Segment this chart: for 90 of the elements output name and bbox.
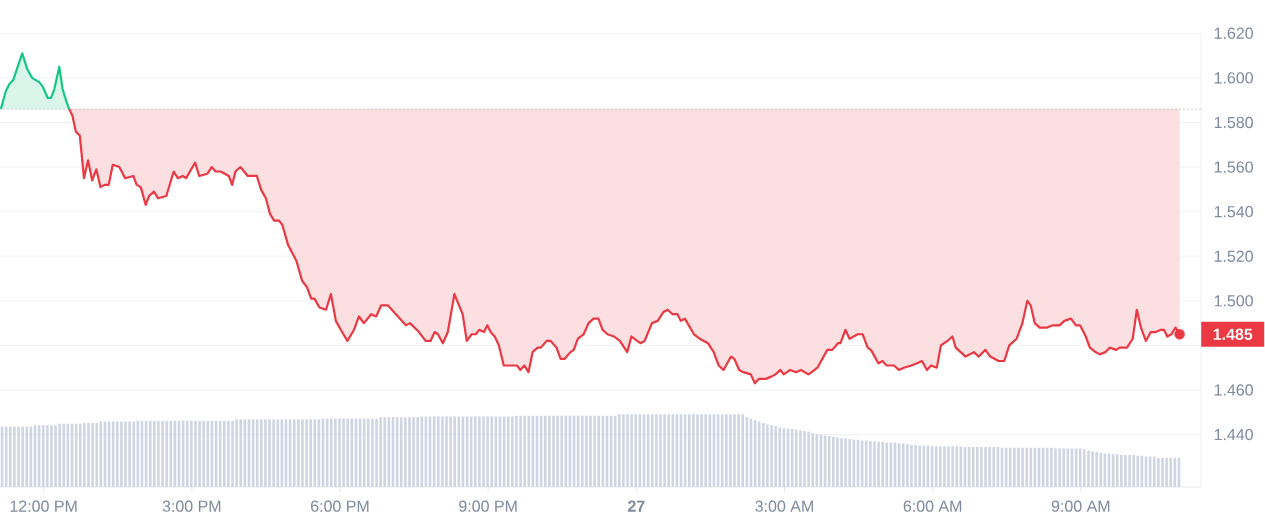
bar xyxy=(169,420,173,487)
x-tick-label: 6:00 AM xyxy=(903,500,962,512)
bar xyxy=(901,443,905,487)
bar xyxy=(803,431,806,487)
bar xyxy=(778,427,782,487)
annotation: 1.485 xyxy=(1213,328,1253,340)
bar xyxy=(864,440,868,487)
bar xyxy=(482,416,485,487)
y-tick-label: 1.620 xyxy=(1214,27,1253,39)
bar xyxy=(292,419,296,487)
x-tick-label: 27 xyxy=(627,500,645,512)
bar xyxy=(811,433,815,487)
bar xyxy=(231,420,234,487)
bar xyxy=(1045,447,1049,487)
bar xyxy=(399,417,403,487)
bar xyxy=(185,420,189,487)
bar xyxy=(971,447,975,487)
bar xyxy=(194,420,197,487)
bar xyxy=(918,445,922,487)
bar xyxy=(436,416,440,487)
bar xyxy=(473,416,477,487)
bar xyxy=(650,414,654,487)
y-tick-label: 1.600 xyxy=(1214,72,1253,84)
bar xyxy=(910,444,913,487)
x-tick-label: 3:00 AM xyxy=(755,500,813,512)
bar xyxy=(239,419,243,487)
bar xyxy=(490,416,494,487)
bar xyxy=(696,414,699,487)
bar xyxy=(560,415,564,487)
bar xyxy=(757,421,761,487)
bar xyxy=(992,447,996,487)
x-tick-label: 12:00 PM xyxy=(10,500,77,512)
x-tick-label: 6:00 PM xyxy=(311,500,369,512)
bar xyxy=(87,423,90,487)
bar xyxy=(634,414,638,487)
bar xyxy=(445,416,448,487)
y-tick-label: 1.540 xyxy=(1214,205,1253,218)
bar xyxy=(506,416,510,487)
bar xyxy=(17,426,20,487)
bar xyxy=(840,438,843,487)
bar xyxy=(955,446,959,487)
bar xyxy=(794,429,798,487)
bar xyxy=(329,418,333,487)
bar xyxy=(453,416,457,487)
bar xyxy=(687,414,691,487)
y-tick-label: 1.520 xyxy=(1214,250,1253,262)
bar xyxy=(1054,448,1057,487)
bar xyxy=(1152,456,1156,487)
bar xyxy=(1169,457,1173,487)
bar xyxy=(132,421,136,487)
y-tick-label: 1.460 xyxy=(1214,384,1253,396)
bar xyxy=(947,446,950,487)
bar xyxy=(338,418,341,487)
bar xyxy=(1161,457,1164,487)
bar xyxy=(1062,448,1066,487)
bar xyxy=(1115,454,1119,487)
y-tick-label: 1.440 xyxy=(1214,428,1253,441)
bar xyxy=(938,446,942,487)
bar xyxy=(543,415,547,487)
bar xyxy=(589,415,592,487)
x-tick-label: 3:00 PM xyxy=(162,500,221,512)
bar xyxy=(115,421,119,487)
bar xyxy=(420,416,424,487)
y-tick-label: 1.580 xyxy=(1214,116,1253,129)
bar xyxy=(1008,447,1012,487)
x-tick-label: 9:00 AM xyxy=(1051,500,1110,512)
bar xyxy=(580,415,584,487)
bar xyxy=(95,423,99,487)
bar xyxy=(148,420,152,487)
bar xyxy=(25,426,29,487)
bar xyxy=(527,415,531,487)
bar xyxy=(848,439,852,487)
x-tick-label: 9:00 PM xyxy=(459,500,517,512)
y-tick-label: 1.500 xyxy=(1214,295,1253,307)
y-tick-label: 1.560 xyxy=(1214,161,1253,173)
bar xyxy=(1099,452,1103,487)
bar xyxy=(885,442,889,487)
bar xyxy=(222,420,226,487)
bar xyxy=(383,417,387,487)
bar xyxy=(78,423,82,487)
bar xyxy=(552,415,555,487)
bar xyxy=(741,414,745,487)
bar xyxy=(62,423,66,487)
bar xyxy=(613,415,617,487)
bar xyxy=(41,425,45,487)
bar xyxy=(124,421,127,487)
bar xyxy=(276,419,280,487)
bar xyxy=(597,415,601,487)
bar xyxy=(704,414,708,487)
bar xyxy=(346,418,350,487)
